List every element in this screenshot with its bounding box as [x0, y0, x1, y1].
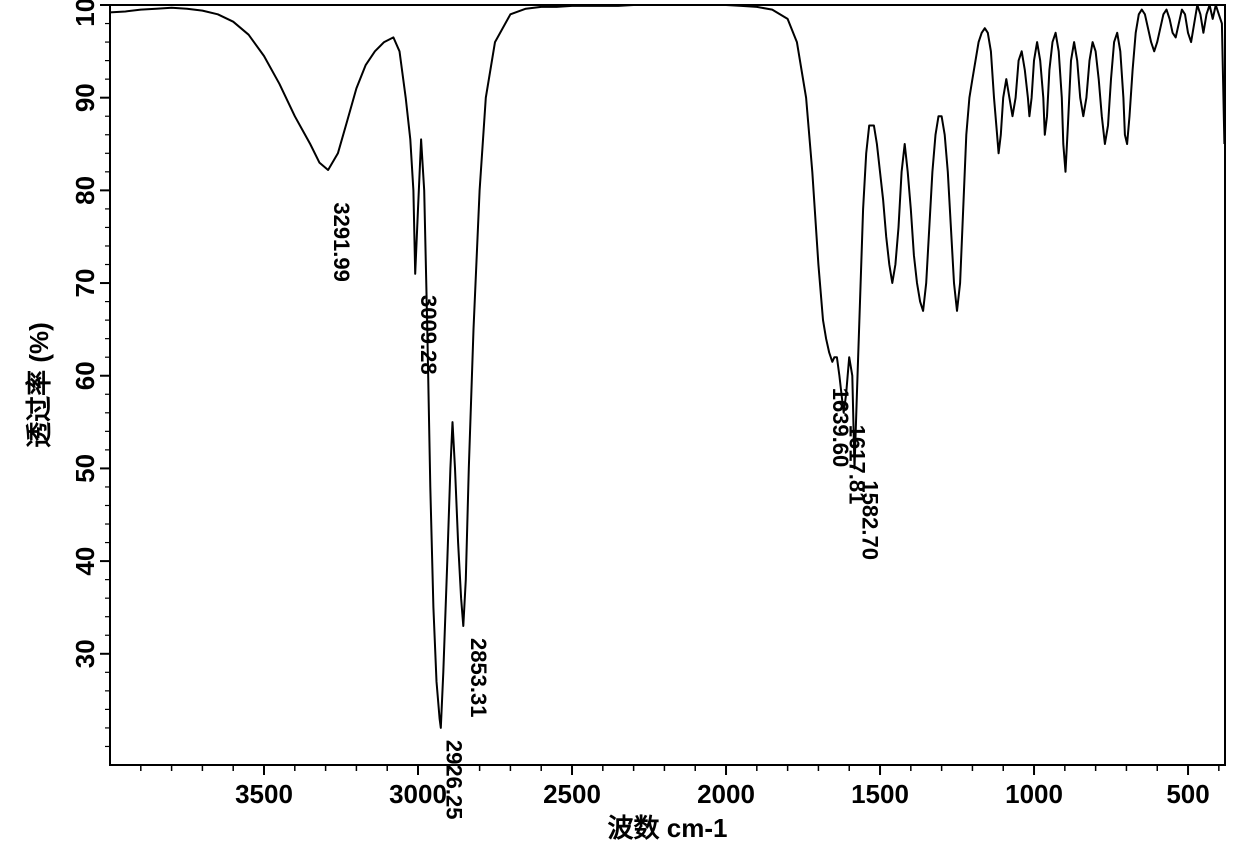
x-tick-label: 3500: [235, 779, 293, 809]
peak-label: 3291.99: [329, 202, 354, 282]
peak-label: 2926.25: [442, 740, 467, 820]
x-tick-label: 500: [1166, 779, 1209, 809]
y-tick-label: 40: [70, 547, 100, 576]
x-tick-label: 1000: [1005, 779, 1063, 809]
y-tick-label: 30: [70, 639, 100, 668]
y-tick-label: 90: [70, 83, 100, 112]
peak-label: 3009.28: [416, 295, 441, 375]
x-tick-label: 1500: [851, 779, 909, 809]
y-tick-label: 50: [70, 454, 100, 483]
peak-label: 1582.70: [858, 480, 883, 560]
y-tick-label: 60: [70, 361, 100, 390]
x-axis-label: 波数 cm-1: [608, 813, 728, 843]
y-tick-label: 70: [70, 269, 100, 298]
spectrum-line: [110, 5, 1224, 728]
peak-label: 2853.31: [466, 638, 491, 718]
y-axis-label: 透过率 (%): [24, 322, 54, 448]
x-tick-label: 2500: [543, 779, 601, 809]
x-tick-label: 2000: [697, 779, 755, 809]
chart-svg: 3500 3000 2500 2000 1500 1000 500 30 40 50 60 70 80 9…: [0, 0, 1240, 856]
y-tick-label: 100: [70, 0, 100, 27]
x-tick-label: 3000: [389, 779, 447, 809]
ir-spectrum-chart: 3500 3000 2500 2000 1500 1000 500 30 40 50 60 70 80 9…: [0, 0, 1240, 856]
y-tick-label: 80: [70, 176, 100, 205]
